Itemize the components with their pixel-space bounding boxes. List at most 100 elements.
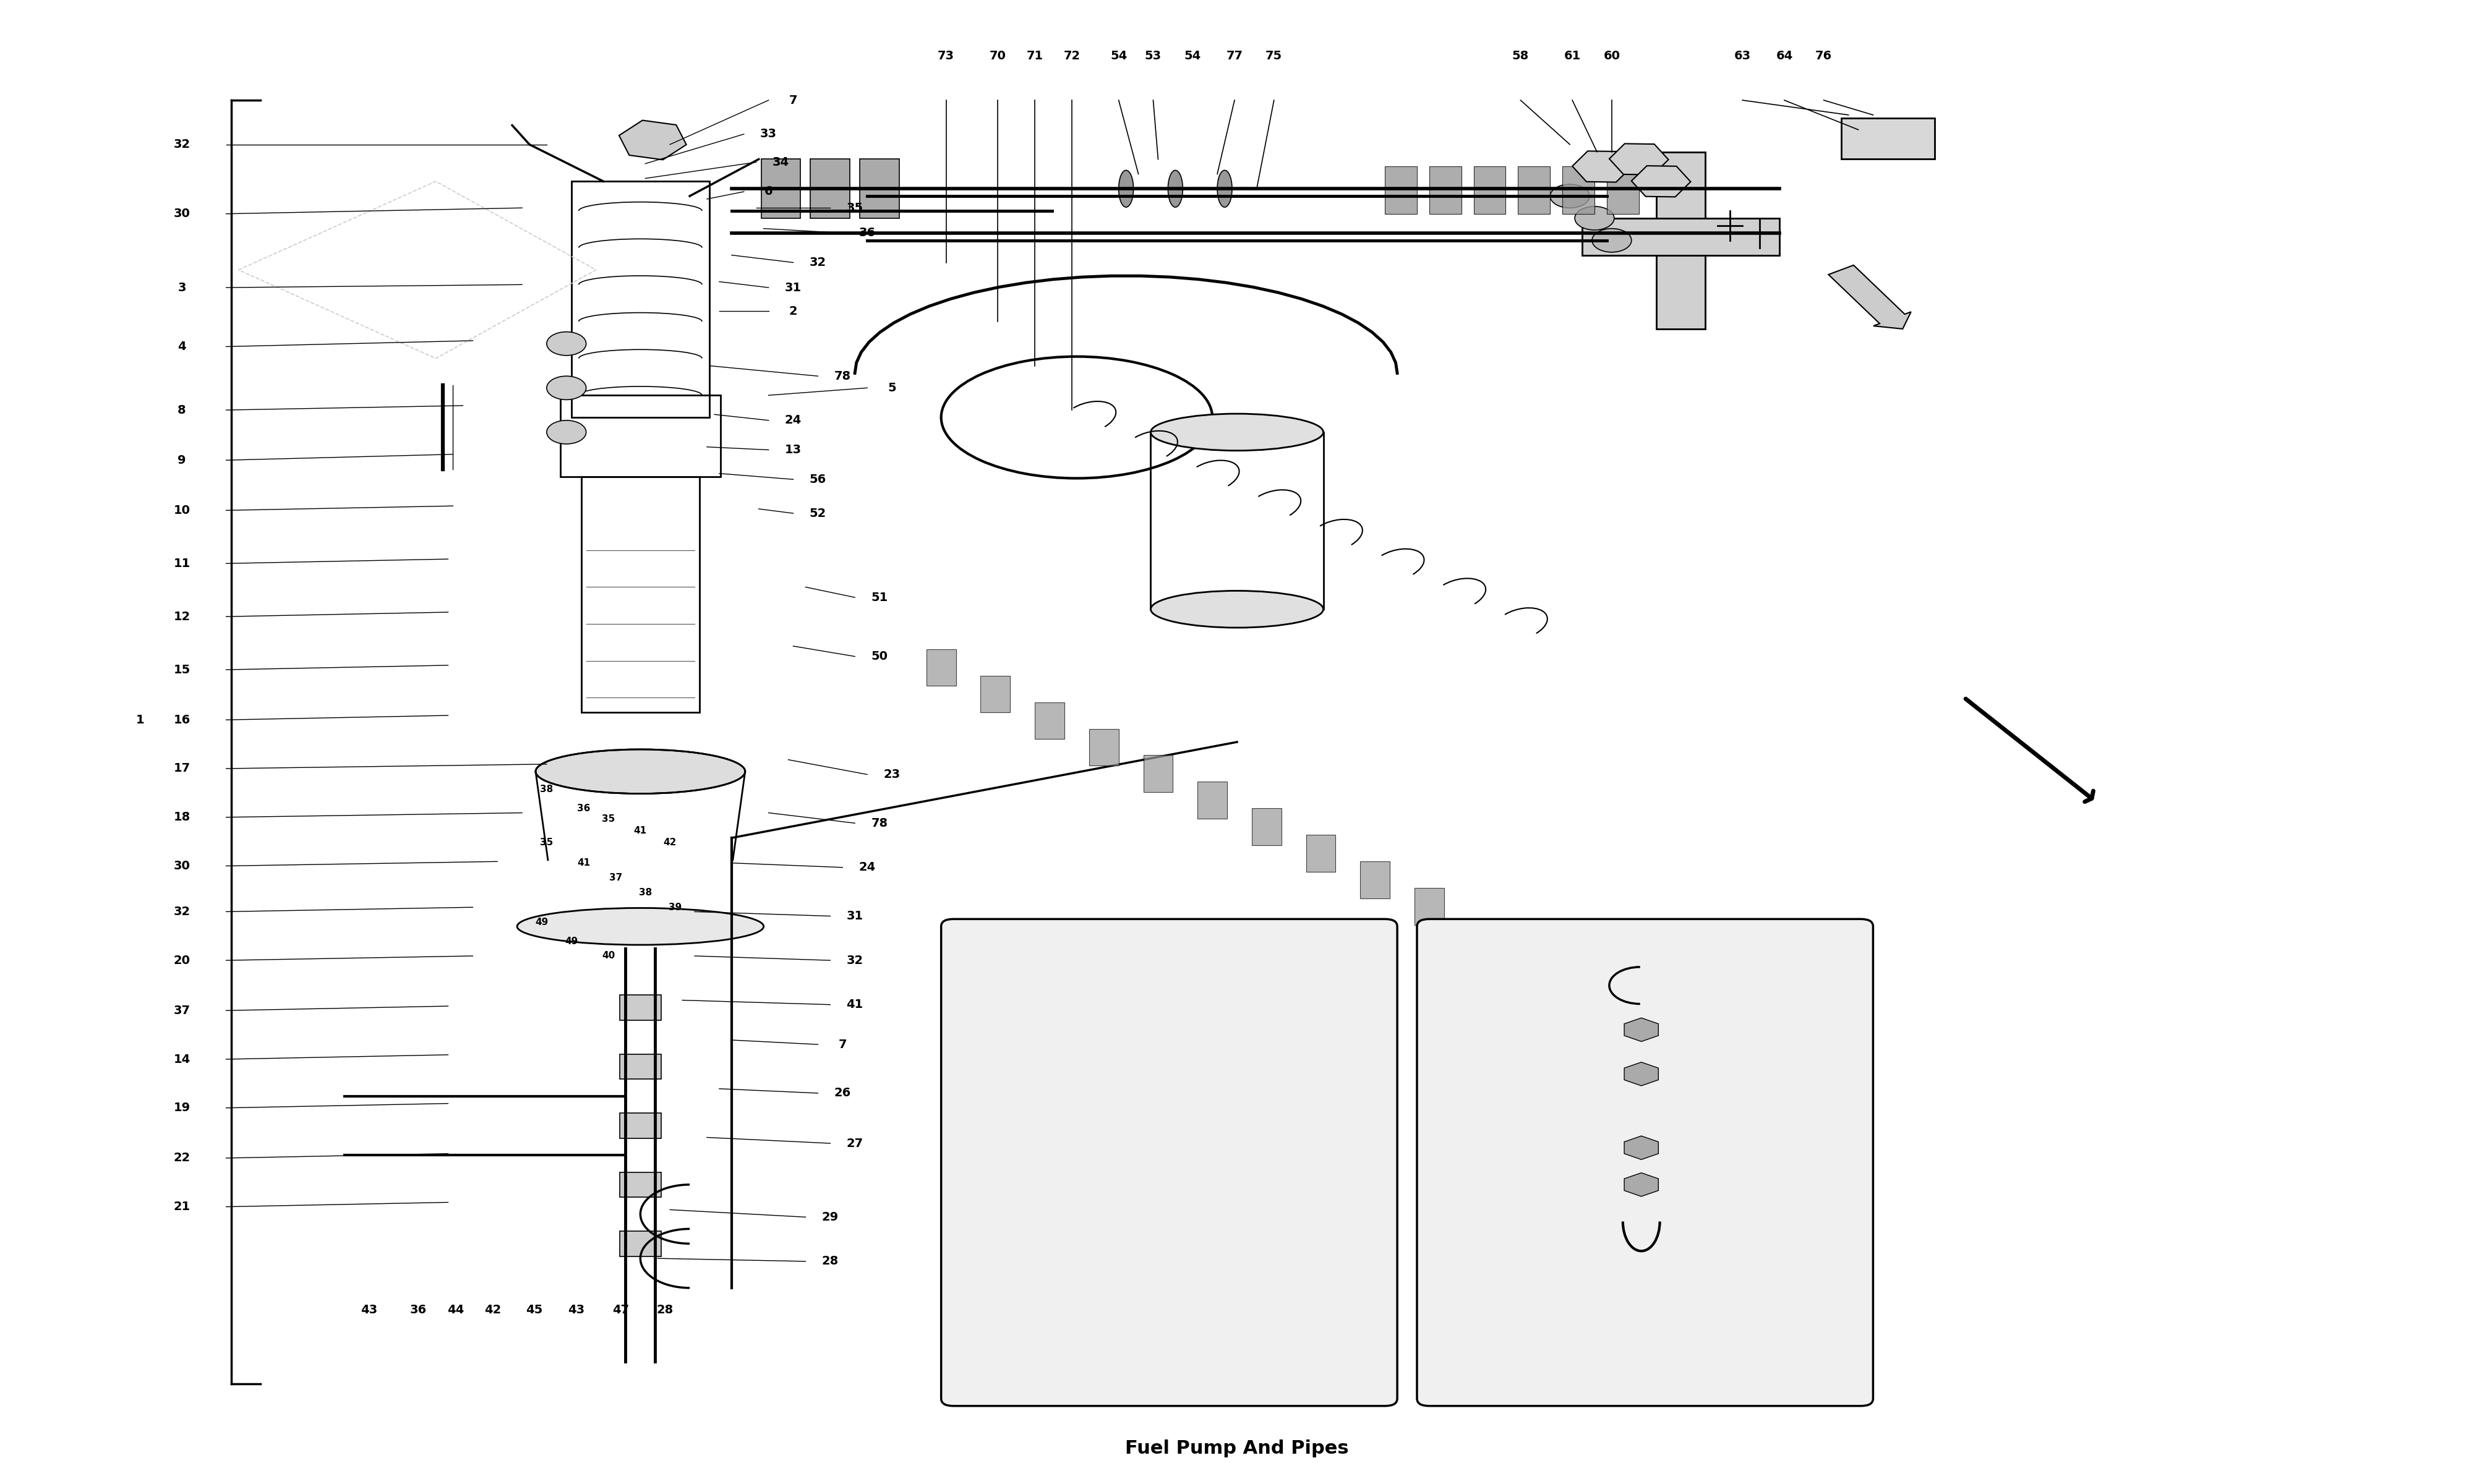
Text: 14: 14 xyxy=(173,1054,190,1066)
Text: 3: 3 xyxy=(178,282,186,294)
Text: 77: 77 xyxy=(1227,50,1242,62)
Text: 4: 4 xyxy=(178,341,186,353)
Bar xyxy=(1519,166,1551,214)
Circle shape xyxy=(547,420,586,444)
Text: 27: 27 xyxy=(846,1137,863,1149)
Text: 34: 34 xyxy=(772,156,789,168)
Text: 51: 51 xyxy=(871,592,888,604)
Text: 1: 1 xyxy=(136,714,143,726)
Text: 7: 7 xyxy=(789,95,797,105)
Text: 25: 25 xyxy=(1791,1181,1806,1192)
Text: 33: 33 xyxy=(760,128,777,139)
Text: 64: 64 xyxy=(1776,50,1794,62)
Text: 24: 24 xyxy=(858,862,876,873)
Circle shape xyxy=(1551,184,1591,208)
Bar xyxy=(581,476,700,712)
Text: 22: 22 xyxy=(173,1152,190,1163)
Text: 41: 41 xyxy=(633,827,646,835)
Text: 35: 35 xyxy=(846,202,863,214)
Text: Valid till Ass. Nr. 26073: Valid till Ass. Nr. 26073 xyxy=(1578,1331,1712,1342)
FancyArrow shape xyxy=(1828,266,1910,329)
Circle shape xyxy=(547,375,586,399)
Text: 36: 36 xyxy=(576,804,591,813)
Text: 43: 43 xyxy=(361,1304,379,1316)
Text: 49: 49 xyxy=(564,936,579,945)
Text: 70: 70 xyxy=(990,50,1007,62)
Text: 32: 32 xyxy=(846,954,863,966)
Text: 76: 76 xyxy=(1816,50,1833,62)
Text: 12: 12 xyxy=(173,611,190,622)
Text: 38: 38 xyxy=(539,785,554,794)
Text: Fuel Pump And Pipes: Fuel Pump And Pipes xyxy=(1126,1439,1348,1457)
Text: 58: 58 xyxy=(1512,50,1529,62)
Bar xyxy=(1361,862,1390,898)
Text: 37: 37 xyxy=(609,873,623,883)
Text: 35: 35 xyxy=(539,837,554,847)
Text: 26: 26 xyxy=(834,1088,851,1100)
Text: 31: 31 xyxy=(784,282,802,294)
Text: 49: 49 xyxy=(534,917,549,926)
Text: 31: 31 xyxy=(846,910,863,922)
Circle shape xyxy=(547,332,586,356)
Text: 61: 61 xyxy=(1564,50,1581,62)
Text: 13: 13 xyxy=(784,444,802,456)
Text: 30: 30 xyxy=(173,208,190,220)
Text: 44: 44 xyxy=(448,1304,465,1316)
Text: 32: 32 xyxy=(809,257,826,269)
Ellipse shape xyxy=(1150,414,1324,451)
Text: 41: 41 xyxy=(576,858,591,868)
Text: 19: 19 xyxy=(173,1103,190,1114)
Text: 30: 30 xyxy=(173,861,190,871)
Text: 53: 53 xyxy=(1145,50,1163,62)
Text: 15: 15 xyxy=(173,663,190,675)
Ellipse shape xyxy=(534,749,745,794)
Text: 29: 29 xyxy=(821,1211,839,1223)
Text: 20: 20 xyxy=(173,954,190,966)
Text: 24: 24 xyxy=(1791,1266,1806,1276)
Bar xyxy=(1583,218,1779,255)
Text: 36: 36 xyxy=(411,1304,428,1316)
Bar xyxy=(1655,151,1705,329)
Ellipse shape xyxy=(1150,591,1324,628)
Text: 32: 32 xyxy=(173,905,190,917)
Bar xyxy=(559,395,720,476)
Ellipse shape xyxy=(517,908,764,945)
Bar xyxy=(811,159,851,218)
Text: 11: 11 xyxy=(173,558,190,570)
Bar xyxy=(1385,166,1418,214)
Bar xyxy=(1306,835,1336,871)
Text: 25: 25 xyxy=(1477,1147,1492,1159)
Text: 37: 37 xyxy=(173,1005,190,1017)
Bar xyxy=(1841,117,1935,159)
FancyBboxPatch shape xyxy=(940,919,1398,1405)
Text: 6: 6 xyxy=(764,186,772,197)
Text: 28: 28 xyxy=(656,1304,673,1316)
Text: 7: 7 xyxy=(839,1039,846,1051)
Bar xyxy=(1430,166,1462,214)
Text: 8: 8 xyxy=(178,404,186,416)
Text: 54: 54 xyxy=(1185,50,1200,62)
Bar xyxy=(1034,702,1064,739)
Text: 40: 40 xyxy=(601,951,616,960)
Text: 52: 52 xyxy=(809,508,826,519)
Text: 5: 5 xyxy=(1479,957,1487,969)
Text: 56: 56 xyxy=(809,473,826,485)
Circle shape xyxy=(1593,229,1630,252)
Text: 71: 71 xyxy=(1027,50,1044,62)
Circle shape xyxy=(1576,206,1613,230)
Text: Vale fino al motore Nr. 42568: Vale fino al motore Nr. 42568 xyxy=(1084,1297,1254,1309)
Text: Valid till engine Nr. 42568: Valid till engine Nr. 42568 xyxy=(1094,1331,1244,1342)
Text: 60: 60 xyxy=(1603,50,1620,62)
Text: 10: 10 xyxy=(173,505,190,516)
Text: 18: 18 xyxy=(173,812,190,824)
Text: 28: 28 xyxy=(821,1255,839,1267)
Text: 45: 45 xyxy=(527,1304,542,1316)
Text: 63: 63 xyxy=(1734,50,1752,62)
Bar xyxy=(1475,166,1507,214)
Text: 73: 73 xyxy=(938,50,955,62)
Bar xyxy=(571,181,710,417)
Bar xyxy=(1606,166,1638,214)
Text: 21: 21 xyxy=(173,1201,190,1212)
Text: Vale fino all'Ass. Nr. 26073: Vale fino all'Ass. Nr. 26073 xyxy=(1569,1297,1722,1309)
Text: 41: 41 xyxy=(846,999,863,1011)
